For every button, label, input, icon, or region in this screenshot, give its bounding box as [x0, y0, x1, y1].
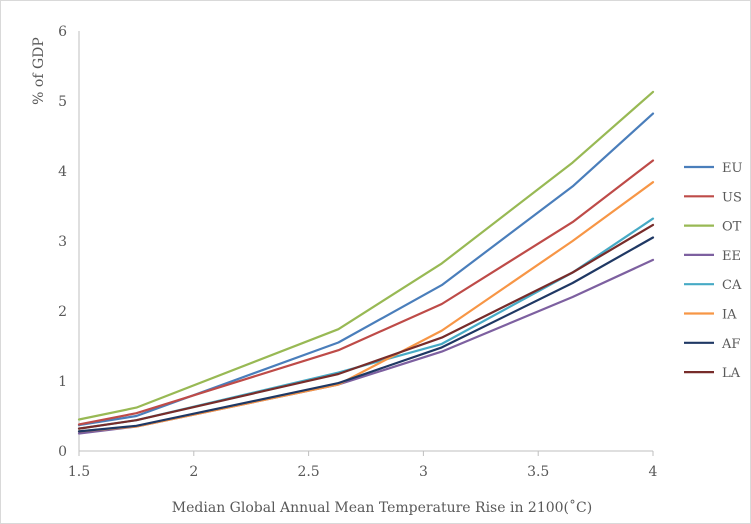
x-tick-label: 2.5	[297, 464, 319, 480]
y-tick-label: 0	[58, 444, 67, 460]
y-tick-label: 4	[58, 164, 67, 180]
legend-label-ot: OT	[722, 220, 742, 235]
series-line-af	[77, 236, 655, 433]
x-tick-label: 4	[649, 464, 658, 480]
legend: EU US OT EE CA IA AF LA	[684, 161, 742, 381]
legend-label-ca: CA	[722, 278, 742, 293]
legend-label-us: US	[722, 190, 742, 205]
x-tick-label: 1.5	[68, 464, 90, 480]
legend-label-ee: EE	[722, 249, 741, 264]
legend-label-af: AF	[721, 337, 740, 352]
x-tick-label: 3	[419, 464, 428, 480]
y-axis-title: % of GDP	[31, 37, 47, 105]
series-line-ot	[77, 90, 655, 421]
y-tick-label: 3	[58, 234, 67, 250]
series-line-la	[77, 223, 655, 430]
legend-label-eu: EU	[722, 161, 742, 176]
legend-label-la: LA	[722, 366, 741, 381]
y-tick-label: 6	[58, 24, 67, 40]
y-tick-label: 5	[58, 94, 67, 110]
x-tick-label: 2	[189, 464, 198, 480]
axes: 0 1 2 3 4 5 6 1.5 2 2.5 3 3.5 4	[58, 24, 657, 480]
series-lines	[77, 90, 655, 435]
series-line-eu	[77, 112, 655, 427]
series-line-us	[77, 159, 655, 426]
y-tick-label: 2	[58, 304, 67, 320]
x-tick-label: 3.5	[527, 464, 549, 480]
series-line-ia	[77, 181, 655, 433]
legend-label-ia: IA	[722, 308, 737, 323]
y-tick-label: 1	[58, 374, 67, 390]
x-axis-title: Median Global Annual Mean Temperature Ri…	[172, 499, 592, 516]
